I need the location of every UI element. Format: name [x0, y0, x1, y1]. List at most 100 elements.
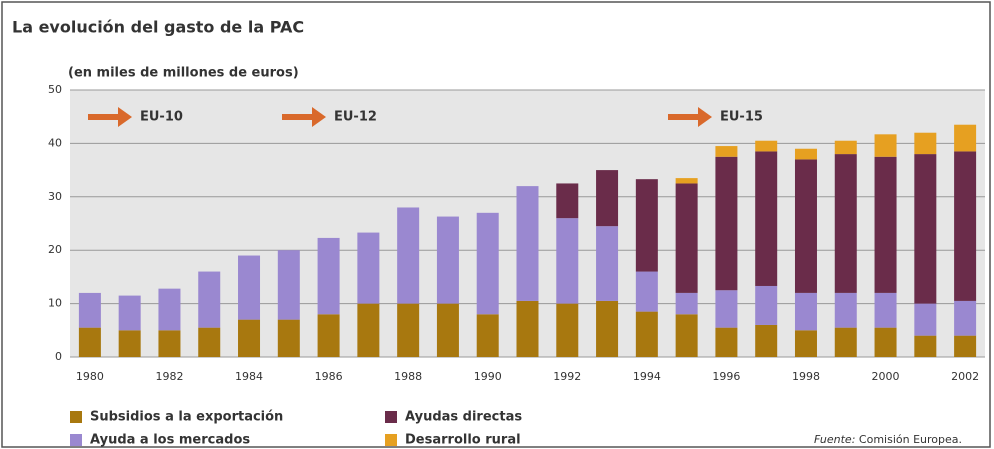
bar-segment	[875, 293, 897, 328]
y-tick-label: 30	[48, 190, 62, 203]
legend-swatch	[70, 434, 82, 446]
bar-segment	[835, 154, 857, 293]
bar-segment	[676, 178, 698, 183]
bar-segment	[79, 328, 101, 357]
bar-segment	[397, 304, 419, 357]
x-tick-label: 1988	[394, 370, 422, 383]
x-tick-label: 1980	[76, 370, 104, 383]
legend-label: Subsidios a la exportación	[90, 410, 283, 425]
bar-segment	[914, 336, 936, 357]
bar-segment	[875, 157, 897, 293]
x-tick-label: 2000	[872, 370, 900, 383]
bar-segment	[79, 293, 101, 328]
bar-segment	[517, 301, 539, 357]
legend-label: Ayuda a los mercados	[90, 433, 250, 448]
annotation: EU-15	[720, 110, 763, 125]
bar-segment	[318, 238, 340, 314]
bar-segment	[437, 217, 459, 304]
bar-segment	[875, 134, 897, 156]
bar-segment	[357, 304, 379, 357]
bar-segment	[477, 314, 499, 357]
bar-segment	[158, 330, 180, 357]
bar-segment	[755, 286, 777, 325]
bar-segment	[556, 218, 578, 303]
y-tick-label: 40	[48, 136, 62, 149]
source-label: Fuente:	[814, 433, 855, 446]
bar-segment	[477, 213, 499, 314]
bar-segment	[158, 289, 180, 331]
bar-segment	[914, 154, 936, 304]
bar-segment	[119, 296, 141, 331]
bar-segment	[238, 320, 260, 357]
y-tick-label: 20	[48, 243, 62, 256]
bar-segment	[238, 256, 260, 320]
bar-segment	[437, 304, 459, 357]
x-tick-label: 1990	[474, 370, 502, 383]
bar-segment	[278, 250, 300, 319]
x-tick-label: 2002	[951, 370, 979, 383]
bar-segment	[755, 151, 777, 286]
legend-label: Desarrollo rural	[405, 433, 521, 448]
bar-segment	[357, 233, 379, 304]
legend-swatch	[385, 411, 397, 423]
legend-label: Ayudas directas	[405, 410, 522, 425]
bar-segment	[278, 320, 300, 357]
bar-segment	[795, 330, 817, 357]
bar-segment	[914, 304, 936, 336]
source-text: Comisión Europea.	[859, 433, 962, 446]
bar-segment	[954, 125, 976, 152]
bar-segment	[835, 293, 857, 328]
x-tick-label: 1994	[633, 370, 661, 383]
bar-segment	[835, 141, 857, 154]
bar-segment	[119, 330, 141, 357]
bar-segment	[636, 312, 658, 357]
bar-segment	[556, 183, 578, 218]
bar-segment	[318, 314, 340, 357]
bar-segment	[198, 328, 220, 357]
legend-swatch	[70, 411, 82, 423]
x-tick-label: 1998	[792, 370, 820, 383]
x-tick-label: 1984	[235, 370, 263, 383]
x-tick-label: 1992	[553, 370, 581, 383]
annotation: EU-10	[140, 110, 183, 125]
bar-segment	[795, 159, 817, 292]
bar-segment	[835, 328, 857, 357]
bar-segment	[198, 272, 220, 328]
bar-segment	[556, 304, 578, 357]
x-tick-label: 1982	[155, 370, 183, 383]
bar-segment	[397, 207, 419, 303]
bar-segment	[795, 293, 817, 330]
bar-segment	[715, 157, 737, 291]
bar-segment	[954, 301, 976, 336]
bar-segment	[875, 328, 897, 357]
bar-segment	[914, 133, 936, 154]
bar-segment	[676, 293, 698, 314]
bar-segment	[596, 170, 618, 226]
bar-segment	[636, 272, 658, 312]
bar-segment	[795, 149, 817, 160]
source: Fuente: Comisión Europea.	[814, 433, 962, 446]
bar-segment	[676, 183, 698, 292]
y-tick-label: 50	[48, 83, 62, 96]
bar-segment	[954, 336, 976, 357]
annotation: EU-12	[334, 110, 377, 125]
bar-segment	[517, 186, 539, 301]
y-tick-label: 10	[48, 297, 62, 310]
bar-segment	[755, 141, 777, 152]
x-tick-label: 1986	[315, 370, 343, 383]
bar-segment	[715, 146, 737, 157]
bar-segment	[954, 151, 976, 301]
bar-segment	[755, 325, 777, 357]
chart-title: La evolución del gasto de la PAC	[12, 18, 304, 37]
chart: La evolución del gasto de la PAC (en mil…	[0, 0, 994, 449]
y-tick-label: 0	[55, 350, 62, 363]
bar-segment	[596, 226, 618, 301]
legend-swatch	[385, 434, 397, 446]
bar-segment	[636, 179, 658, 271]
bar-segment	[715, 328, 737, 357]
x-tick-label: 1996	[712, 370, 740, 383]
bar-segment	[715, 290, 737, 327]
bar-segment	[596, 301, 618, 357]
bar-segment	[676, 314, 698, 357]
chart-subtitle: (en miles de millones de euros)	[68, 66, 299, 81]
